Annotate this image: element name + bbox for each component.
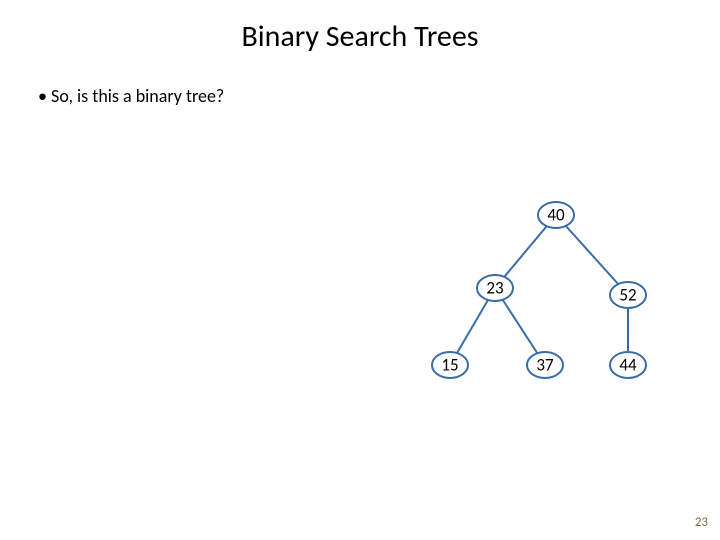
tree-node: 52 xyxy=(610,282,646,308)
tree-node: 15 xyxy=(432,352,468,378)
tree-node-label: 15 xyxy=(441,355,458,376)
tree-node-label: 40 xyxy=(547,205,565,226)
tree-node: 40 xyxy=(538,202,574,228)
tree-node-label: 23 xyxy=(486,278,503,299)
tree-node-label: 44 xyxy=(619,355,637,376)
tree-edge xyxy=(556,215,628,295)
page-number: 23 xyxy=(695,515,708,530)
tree-node: 44 xyxy=(610,352,646,378)
tree-node-label: 52 xyxy=(619,285,636,306)
tree-diagram: 40 23 52 15 37 44 xyxy=(0,0,720,540)
tree-node: 23 xyxy=(477,275,513,301)
tree-node: 37 xyxy=(527,352,563,378)
tree-node-label: 37 xyxy=(536,355,554,376)
